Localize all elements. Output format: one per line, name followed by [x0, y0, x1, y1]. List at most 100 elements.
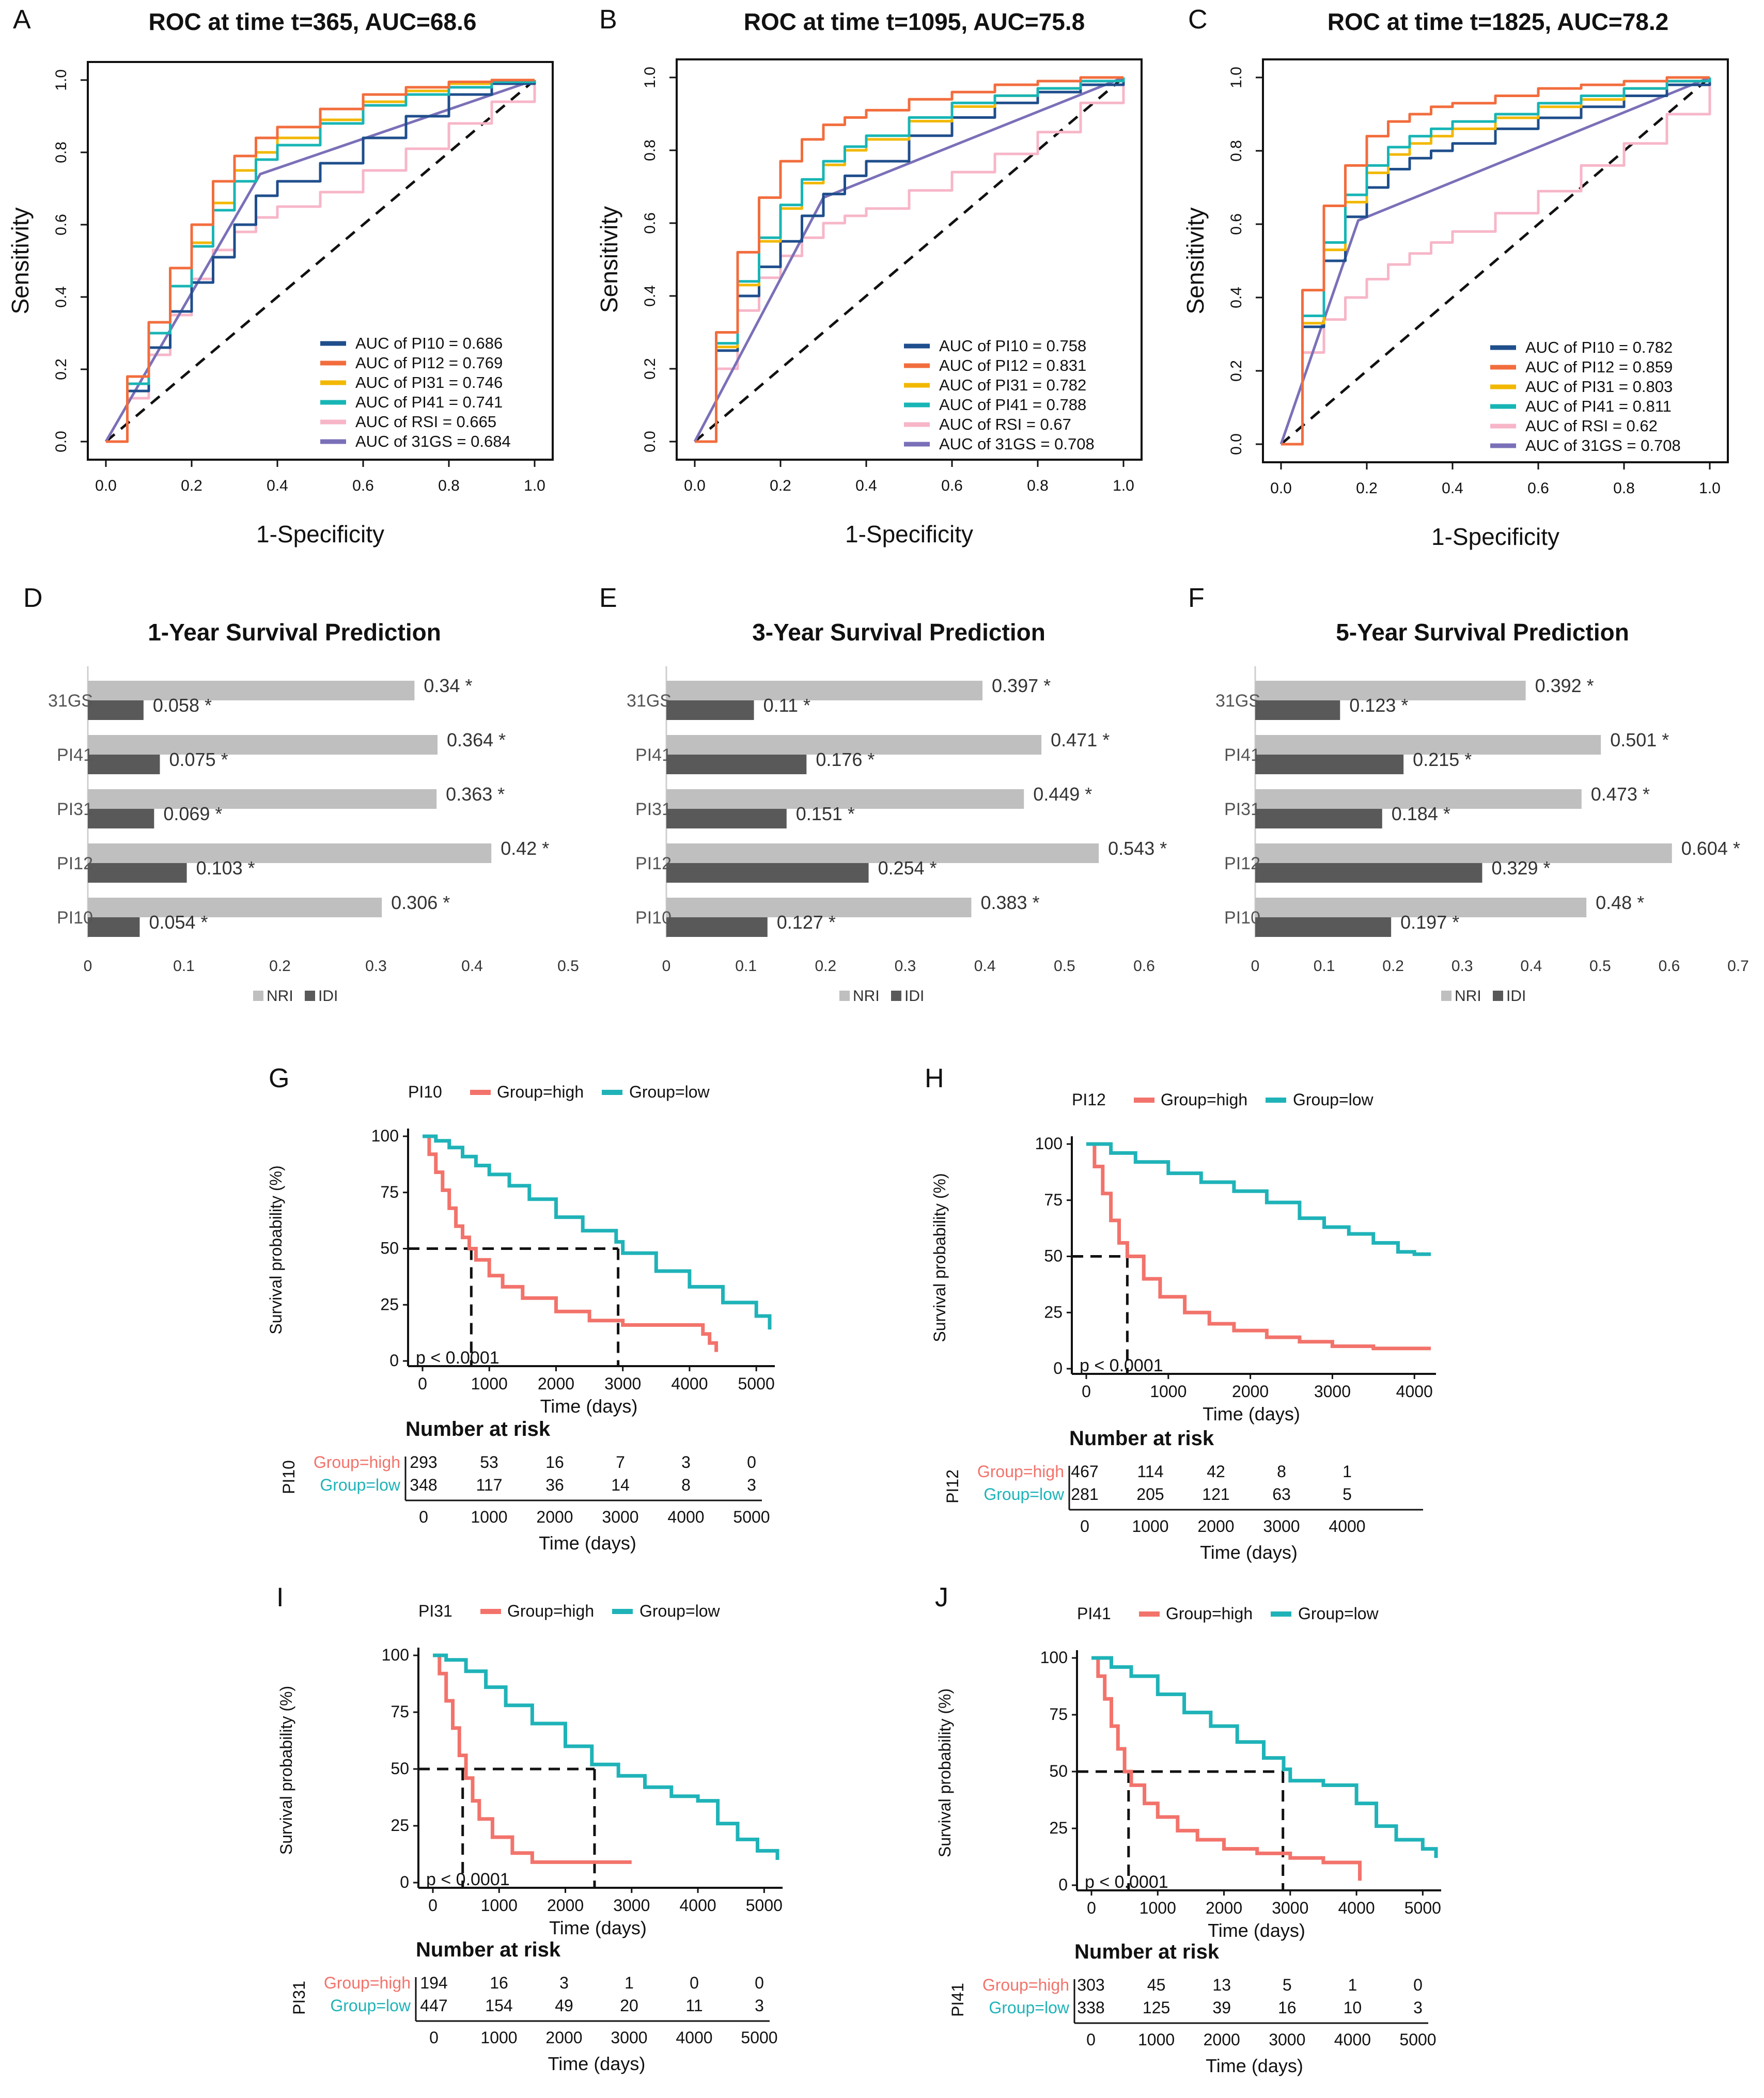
x-tick-label: 0.1 — [735, 958, 757, 975]
x-tick-label: 0.5 — [1054, 958, 1075, 975]
idi-bar-PI41 — [88, 755, 160, 774]
x-tick-label: 2000 — [538, 1374, 574, 1393]
bar-panel-F: F 5-Year Survival Prediction 0.392 * 0.123 … — [1188, 583, 1749, 1005]
risk-count: 467 — [1071, 1462, 1098, 1481]
risk-x-tick-label: 3000 — [611, 2028, 647, 2047]
idi-value-label: 0.127 * — [777, 912, 836, 933]
roc-curve-PI41 — [695, 77, 1125, 443]
risk-count: 338 — [1077, 1998, 1104, 2017]
x-tick-label: 0.4 — [855, 477, 877, 494]
category-label: PI10 — [635, 908, 672, 928]
x-tick-label: 0.3 — [365, 958, 387, 975]
x-tick-label: 2000 — [1206, 1899, 1242, 1917]
x-tick-label: 0.2 — [1382, 958, 1404, 975]
p-value-label: p < 0.0001 — [1085, 1872, 1168, 1892]
nri-bar-PI10 — [1255, 898, 1587, 917]
x-tick-label: 1.0 — [1699, 480, 1721, 497]
idi-value-label: 0.054 * — [149, 912, 208, 933]
y-tick-label: 0 — [400, 1873, 409, 1891]
x-tick-label: 3000 — [1314, 1382, 1351, 1401]
risk-count: 20 — [620, 1996, 638, 2015]
x-tick-label: 0.4 — [974, 958, 996, 975]
nri-bar-31GS — [88, 681, 415, 700]
x-tick-label: 5000 — [738, 1374, 775, 1393]
x-tick-label: 0 — [1082, 1382, 1091, 1401]
y-tick-label: 100 — [1035, 1134, 1063, 1153]
risk-x-tick-label: 0 — [1080, 1517, 1089, 1536]
idi-value-label: 0.075 * — [169, 749, 228, 770]
nri-bar-PI31 — [666, 789, 1024, 809]
legend-label: AUC of RSI = 0.665 — [355, 413, 496, 431]
legend-label-idi: IDI — [1506, 988, 1526, 1005]
idi-value-label: 0.329 * — [1491, 857, 1550, 879]
idi-value-label: 0.058 * — [153, 695, 212, 716]
roc-curve-PI10 — [1281, 77, 1711, 446]
nri-bar-PI41 — [666, 735, 1042, 755]
risk-table-label: PI10 — [279, 1460, 298, 1494]
risk-x-tick-label: 2000 — [1197, 1517, 1234, 1536]
idi-bar-PI12 — [1255, 863, 1482, 883]
panel-label: J — [935, 1583, 948, 1612]
risk-row-label: Group=low — [989, 1998, 1070, 2017]
x-tick-label: 0 — [418, 1374, 427, 1393]
idi-bar-PI41 — [1255, 755, 1404, 774]
legend-label: AUC of PI41 = 0.811 — [1525, 397, 1672, 415]
x-tick-label: 1000 — [1150, 1382, 1187, 1401]
x-tick-label: 0.3 — [895, 958, 916, 975]
km-subtitle: PI31 — [418, 1602, 452, 1620]
nri-value-label: 0.397 * — [992, 675, 1051, 696]
risk-count: 3 — [755, 1996, 764, 2015]
risk-count: 447 — [420, 1996, 447, 2015]
y-axis-label: Sensitivity — [7, 207, 34, 314]
risk-count: 42 — [1207, 1462, 1225, 1481]
y-tick-label: 1.0 — [642, 67, 659, 88]
nri-bar-PI41 — [1255, 735, 1601, 755]
risk-x-tick-label: 4000 — [667, 1508, 704, 1526]
km-curve-low — [423, 1134, 772, 1330]
risk-count: 16 — [490, 1974, 508, 1992]
risk-count: 39 — [1212, 1998, 1231, 2017]
x-tick-label: 4000 — [1396, 1382, 1433, 1401]
x-tick-label: 0.6 — [1659, 958, 1680, 975]
category-label: PI12 — [1224, 854, 1260, 873]
category-label: PI41 — [57, 745, 93, 765]
p-value-label: p < 0.0001 — [426, 1870, 510, 1889]
legend-label: AUC of PI12 = 0.859 — [1525, 358, 1673, 376]
category-label: PI12 — [57, 854, 93, 873]
x-tick-label: 4000 — [1338, 1899, 1375, 1917]
y-axis-label: Sensitivity — [596, 206, 622, 313]
y-tick-label: 0 — [1053, 1359, 1063, 1377]
risk-count: 5 — [1283, 1976, 1292, 1994]
roc-curve-31GS — [1279, 76, 1710, 445]
roc-curve-PI12 — [106, 79, 535, 443]
roc-panel-A: A ROC at time t=365, AUC=68.6 0.0 0.0 0.2 0.2… — [7, 5, 554, 547]
legend-swatch-idi — [305, 991, 315, 1001]
diagonal-reference-line — [1280, 76, 1711, 445]
km-curve-low — [1091, 1656, 1438, 1858]
y-tick-label: 0.0 — [1228, 433, 1245, 455]
risk-row-label: Group=high — [324, 1974, 411, 1992]
roc-curve-RSI — [695, 77, 1125, 443]
risk-count: 63 — [1272, 1485, 1291, 1504]
x-tick-label: 0.2 — [269, 958, 291, 975]
nri-value-label: 0.471 * — [1051, 729, 1110, 750]
y-tick-label: 50 — [380, 1239, 399, 1258]
y-tick-label: 50 — [1049, 1762, 1068, 1780]
legend-label: AUC of PI41 = 0.788 — [939, 396, 1086, 414]
x-tick-label: 4000 — [679, 1896, 716, 1915]
nri-value-label: 0.363 * — [446, 784, 505, 805]
p-value-label: p < 0.0001 — [1080, 1356, 1163, 1375]
risk-x-tick-label: 1000 — [471, 1508, 507, 1526]
y-tick-label: 25 — [1044, 1303, 1063, 1321]
legend-label: AUC of PI41 = 0.741 — [355, 393, 503, 411]
idi-bar-31GS — [88, 700, 144, 720]
legend-label: AUC of PI10 = 0.782 — [1525, 338, 1673, 356]
idi-bar-PI31 — [88, 809, 154, 828]
category-label: PI31 — [635, 800, 672, 819]
km-subtitle: PI12 — [1072, 1090, 1106, 1109]
legend-label: AUC of PI31 = 0.746 — [355, 373, 503, 392]
roc-curve-PI41 — [106, 80, 536, 443]
x-tick-label: 0.5 — [1589, 958, 1611, 975]
x-tick-label: 1000 — [1139, 1899, 1176, 1917]
